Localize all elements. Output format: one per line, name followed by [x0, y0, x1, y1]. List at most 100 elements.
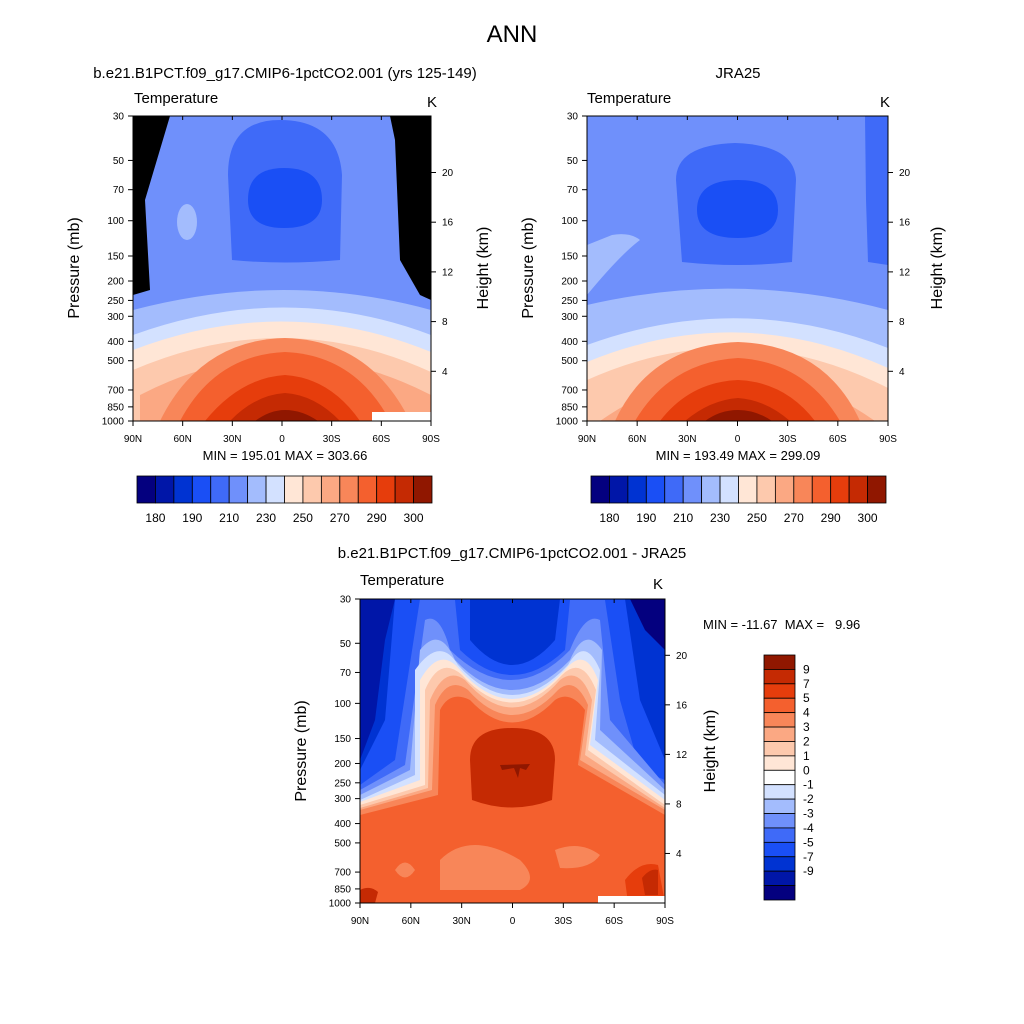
y2-tick-label: 12: [676, 750, 688, 761]
colorbar-label: 5: [803, 691, 810, 705]
y-tick-label: 50: [113, 156, 125, 167]
x-tick-label: 30S: [323, 434, 341, 445]
panel-reanalysis: JRA25 Temperature K 90N 60N 30N 0 30S 60S 90S 3…: [520, 65, 946, 525]
y2-tick-label: 12: [442, 267, 454, 278]
x-tick-label: 30S: [554, 916, 572, 927]
colorbar-swatch: [763, 669, 796, 685]
panel-difference: b.e21.B1PCT.f09_g17.CMIP6-1pctCO2.001 - …: [293, 545, 860, 927]
colorbar-swatch: [339, 475, 359, 504]
y-tick-label: 50: [567, 156, 579, 167]
colorbar-label: 180: [599, 511, 619, 525]
colorbar-swatch: [413, 475, 433, 504]
colorbar-swatch: [719, 475, 739, 504]
axes: 90N 60N 30N 0 30S 60S 90S 30 50 70 100 150 200 250 300…: [102, 112, 454, 446]
y-axis-label: Pressure (mb): [293, 700, 310, 801]
y2-tick-label: 4: [899, 367, 905, 378]
axes: 90N 60N 30N 0 30S 60S 90S 30 50 70 100 150 200 250 300…: [329, 595, 688, 928]
y-tick-label: 400: [107, 337, 124, 348]
colorbar-swatch: [830, 475, 850, 504]
colorbar-label: 210: [673, 511, 693, 525]
x-tick-label: 30S: [779, 434, 797, 445]
colorbar-label: 7: [803, 677, 810, 691]
y-tick-label: 850: [334, 884, 351, 895]
colorbar-swatch: [793, 475, 813, 504]
colorbar-label: -3: [803, 807, 814, 821]
colorbar-swatch: [763, 827, 796, 843]
x-tick-label: 60S: [605, 916, 623, 927]
colorbar-label: -5: [803, 835, 814, 849]
colorbar-swatch: [136, 475, 156, 504]
y2-axis-label: Height (km): [702, 710, 719, 793]
y-tick-label: 700: [107, 385, 124, 396]
colorbar-label: -1: [803, 778, 814, 792]
panel-title: b.e21.B1PCT.f09_g17.CMIP6-1pctCO2.001 - …: [338, 545, 687, 562]
colorbar-swatch: [763, 856, 796, 872]
colorbar-swatch: [376, 475, 396, 504]
colorbar-swatch: [664, 475, 684, 504]
y-tick-label: 250: [107, 296, 124, 307]
colorbar-swatch: [228, 475, 249, 504]
colorbar-swatch: [173, 475, 193, 504]
left-string: Temperature: [587, 90, 671, 107]
x-tick-label: 30N: [678, 434, 696, 445]
x-tick-label: 0: [735, 434, 741, 445]
stats-label: MIN = 195.01 MAX = 303.66: [203, 448, 368, 463]
x-tick-label: 60N: [402, 916, 420, 927]
y2-tick-label: 4: [676, 849, 682, 860]
colorbar-label: 290: [367, 511, 387, 525]
y2-tick-label: 8: [442, 317, 448, 328]
colorbar-swatch: [701, 475, 721, 504]
colorbar-swatch: [763, 683, 796, 699]
colorbar-label: 270: [784, 511, 804, 525]
colorbar-label: 9: [803, 662, 810, 676]
y-tick-label: 500: [561, 356, 578, 367]
colorbar-label: 4: [803, 706, 810, 720]
y-tick-label: 300: [561, 312, 578, 323]
colorbar: 180 190 210 230 250 270 290 300: [136, 475, 433, 525]
y-tick-label: 300: [107, 312, 124, 323]
colorbar-swatch: [763, 798, 796, 814]
colorbar-label: 180: [145, 511, 165, 525]
colorbar-swatch: [763, 741, 796, 757]
contour-field: [587, 116, 888, 421]
y-tick-label: 500: [334, 838, 351, 849]
y2-tick-label: 12: [899, 267, 911, 278]
page-title: ANN: [487, 21, 538, 48]
x-tick-label: 90S: [422, 434, 440, 445]
x-tick-label: 60N: [628, 434, 646, 445]
y-tick-label: 150: [334, 734, 351, 745]
y-tick-label: 200: [561, 277, 578, 288]
right-string: K: [880, 94, 890, 111]
colorbar-swatch: [763, 726, 796, 742]
y-tick-label: 1000: [329, 899, 352, 910]
x-tick-label: 90N: [124, 434, 142, 445]
contour-field: [360, 599, 665, 903]
colorbar-swatch: [848, 475, 868, 504]
colorbar-swatch: [191, 475, 212, 504]
colorbar-label: 300: [404, 511, 424, 525]
y2-axis-label: Height (km): [929, 227, 946, 310]
y-tick-label: 850: [107, 402, 124, 413]
colorbar-swatch: [302, 475, 322, 504]
y-tick-label: 30: [567, 112, 579, 123]
y-tick-label: 250: [334, 778, 351, 789]
colorbar-label: 210: [219, 511, 239, 525]
colorbar-label: -4: [803, 821, 814, 835]
panel-model: b.e21.B1PCT.f09_g17.CMIP6-1pctCO2.001 (y…: [66, 65, 492, 525]
x-tick-label: 60N: [173, 434, 191, 445]
colorbar-swatch: [763, 755, 796, 771]
y2-tick-label: 20: [676, 651, 688, 662]
x-tick-label: 60S: [829, 434, 847, 445]
y2-tick-label: 8: [899, 317, 905, 328]
y-tick-label: 70: [113, 185, 125, 196]
colorbar-swatch: [627, 475, 647, 504]
y-axis-label: Pressure (mb): [520, 217, 537, 318]
y-tick-label: 100: [334, 699, 351, 710]
y2-tick-label: 4: [442, 367, 448, 378]
y-tick-label: 1000: [556, 417, 579, 428]
x-tick-label: 60S: [372, 434, 390, 445]
colorbar-swatch: [763, 813, 796, 829]
colorbar-swatch: [738, 475, 758, 504]
y-tick-label: 50: [340, 639, 352, 650]
axes: 90N 60N 30N 0 30S 60S 90S 30 50 70 100 150 200 250 300…: [556, 112, 911, 446]
